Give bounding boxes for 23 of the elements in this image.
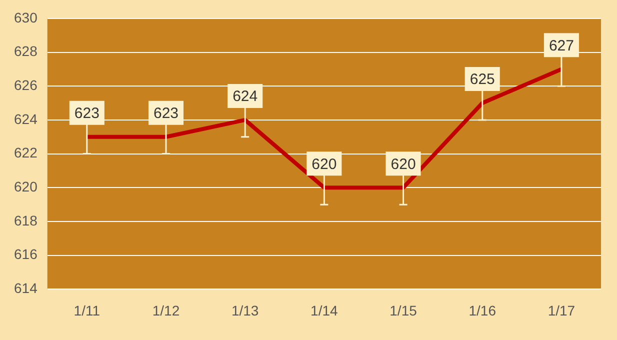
x-tick-label: 1/11 — [74, 302, 100, 318]
y-tick-label: 630 — [14, 9, 38, 26]
y-tick-label: 622 — [14, 144, 38, 161]
x-tick-label: 1/17 — [548, 302, 576, 318]
y-tick-label: 618 — [14, 212, 38, 228]
data-label: 620 — [312, 156, 337, 173]
y-tick-label: 626 — [14, 76, 38, 93]
y-tick-label: 624 — [14, 110, 38, 127]
x-tick-label: 1/12 — [152, 302, 180, 318]
data-label: 627 — [548, 37, 574, 54]
data-label: 623 — [74, 105, 100, 122]
data-label: 624 — [232, 88, 258, 106]
data-label: 623 — [153, 105, 179, 122]
x-tick-label: 1/16 — [468, 302, 496, 318]
y-tick-label: 614 — [14, 280, 38, 296]
data-label: 625 — [470, 71, 495, 88]
y-tick-label: 628 — [14, 43, 38, 60]
x-tick-label: 1/15 — [390, 302, 418, 318]
data-label: 620 — [390, 156, 416, 173]
y-tick-label: 620 — [14, 178, 38, 195]
y-tick-label: 616 — [14, 246, 38, 262]
x-tick-label: 1/13 — [231, 302, 259, 318]
x-tick-label: 1/14 — [310, 302, 338, 318]
